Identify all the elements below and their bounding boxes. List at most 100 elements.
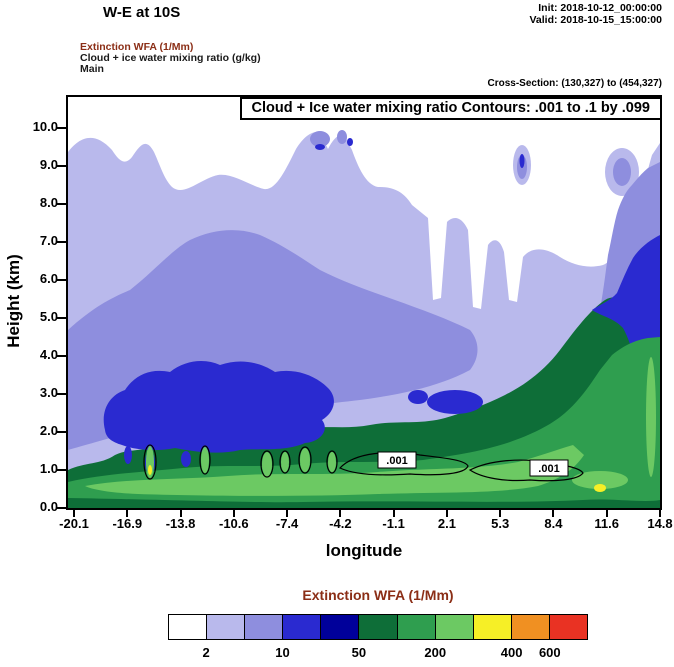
colorbar-tick-label: 200 [424,645,447,660]
x-tick-label: -1.1 [382,516,405,531]
x-tick-mark [659,510,661,517]
y-axis-title: Height (km) [4,254,23,348]
y-tick-label: 2.0 [39,423,58,438]
fill-blob-blue [427,390,483,414]
fill-region-green [68,337,660,503]
colorbar-tick-label: 10 [275,645,290,660]
fill-region-blue-main [103,360,334,453]
colorbar-cell [473,615,512,639]
contour-label-box [529,459,569,477]
colorbar-cell [245,615,284,639]
y-tick-label: 1.0 [39,461,58,476]
colorbar-title: Extinction WFA (1/Mm) [302,587,454,603]
init-time: Init: 2018-10-12_00:00:00 [538,2,662,14]
colorbar-cell [207,615,246,639]
x-tick-label: 5.3 [491,516,510,531]
colorbar-cell [397,615,436,639]
fill-streak-lightgreen [572,471,628,489]
model-label-main: Main [80,63,104,75]
x-tick-mark [392,510,395,517]
colorbar-cell [321,615,360,639]
y-tick-label: 5.0 [39,309,58,324]
cross-section-info: Cross-Section: (130,327) to (454,327) [487,78,662,89]
colorbar-cell [435,615,474,639]
fill-blob-blue [315,144,325,150]
fill-region-blue-right [592,235,660,359]
x-tick-label: 8.4 [544,516,563,531]
colorbar-tick-label: 2 [202,645,210,660]
fill-streak-lightgreen [262,452,272,476]
fill-blob-blue [181,451,191,467]
plot-frame: .001 .001 [66,95,662,510]
y-tick-mark [57,127,66,129]
contour-label: .001 [538,463,559,475]
contour-label-box [377,451,417,469]
x-tick-mark [605,510,608,517]
fill-region-periwinkle-right [600,162,660,320]
x-tick-mark [126,510,129,517]
y-tick-mark [57,317,66,319]
fill-blob-periwinkle [337,130,347,144]
colorbar-cell [359,615,398,639]
colorbar [168,614,588,640]
fill-blob-blue [519,154,525,168]
colorbar-tick-label: 50 [351,645,367,660]
y-tick-mark [57,507,66,509]
y-tick-mark [57,165,66,167]
fill-blob-blue [408,390,428,404]
fill-blob-blue [347,138,353,146]
y-tick-mark [57,469,66,471]
y-tick-label: 3.0 [39,385,58,400]
x-tick-label: 11.6 [594,516,620,531]
x-tick-label: -13.8 [165,516,196,531]
colorbar-cell [169,615,208,639]
field-label-cloud-ice: Cloud + ice water mixing ratio (g/kg) [80,52,261,64]
y-tick-label: 7.0 [39,233,58,248]
colorbar-cell [549,615,588,639]
x-tick-label: -16.9 [112,516,143,531]
x-tick-label: -20.1 [59,516,89,531]
fill-region-lightgreen [85,445,584,496]
y-tick-mark [57,355,66,357]
x-tick-label: -10.6 [218,516,249,531]
x-tick-label: -4.2 [329,516,352,531]
fill-blob-periwinkle [310,131,330,147]
y-tick-label: 6.0 [39,271,58,286]
fill-streak-lightgreen [328,452,336,472]
fill-streak-lightgreen [300,448,310,472]
colorbar-cell [511,615,550,639]
contour-field-svg: .001 .001 [68,97,660,508]
colorbar-tick-label: 400 [500,645,523,660]
contour-label: .001 [386,455,407,467]
x-tick-label: 14.8 [647,516,673,531]
y-tick-label: 4.0 [39,347,58,362]
x-tick-label: -7.4 [275,516,299,531]
x-tick-mark [552,510,555,517]
fill-blob-blue [124,446,132,464]
x-tick-mark [499,510,502,517]
fill-blob-periwinkle [613,158,631,186]
x-tick-label: 2.1 [437,516,456,531]
y-tick-mark [57,203,66,205]
x-tick-mark [339,510,342,517]
y-tick-label: 0.0 [39,499,58,514]
x-tick-mark [232,510,235,517]
contour-info-box: Cloud + Ice water mixing ratio Contours:… [239,97,662,120]
field-label-extinction: Extinction WFA (1/Mm) [80,41,194,53]
y-tick-label: 10.0 [32,119,58,134]
x-tick-mark [179,510,182,517]
y-tick-mark [57,241,66,243]
y-tick-label: 8.0 [39,195,58,210]
fill-speck-yellow [594,484,606,492]
fill-streak-lightgreen [646,357,656,477]
x-tick-mark [286,510,289,517]
fill-streak-lightgreen [201,447,209,473]
valid-time: Valid: 2018-10-15_15:00:00 [529,13,662,26]
plot-title: W-E at 10S [103,4,181,21]
y-tick-mark [57,279,66,281]
y-tick-label: 9.0 [39,157,58,172]
x-tick-mark [445,510,448,517]
x-axis-title: longitude [325,541,403,560]
fill-speck-yellow [148,465,152,475]
